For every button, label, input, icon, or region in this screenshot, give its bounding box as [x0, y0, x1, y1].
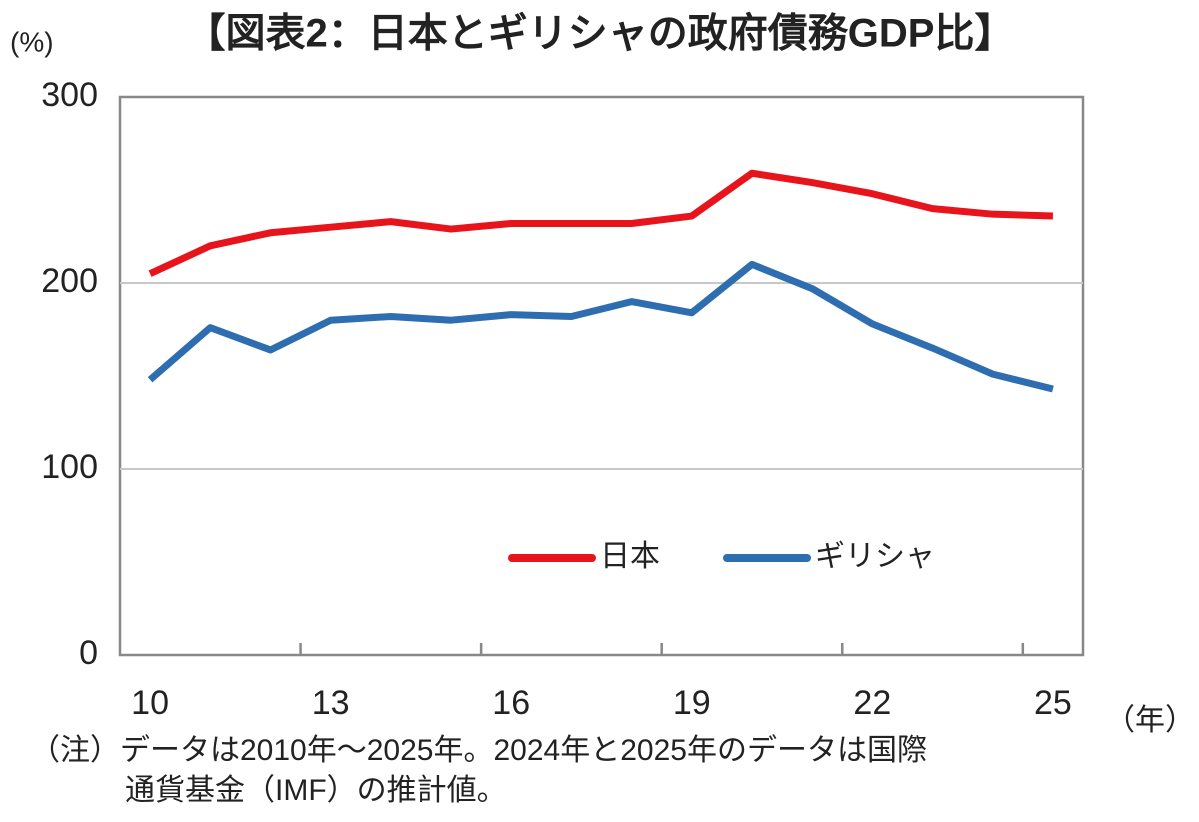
x-tick-label: 22: [853, 684, 891, 722]
legend-label: ギリシャ: [815, 540, 935, 573]
x-tick-label: 10: [131, 684, 169, 722]
y-unit: (%): [10, 26, 54, 57]
series-line: [148, 169, 1054, 277]
plot-frame: [118, 95, 1085, 657]
y-tick-label: 100: [41, 448, 98, 486]
note: 通貨基金（IMF）の推計値。: [125, 774, 507, 807]
y-tick-label: 0: [79, 634, 98, 672]
x-tick-label: 25: [1034, 684, 1072, 722]
y-tick-label: 300: [41, 76, 98, 114]
x-tick-label: 16: [492, 684, 530, 722]
x-tick-label: 19: [673, 684, 711, 722]
chart-title: 【図表2：日本とギリシャの政府債務GDP比】: [186, 12, 1015, 56]
legend-label: 日本: [600, 540, 660, 573]
note: （注）データは2010年～2025年。2024年と2025年のデータは国際: [30, 734, 927, 767]
x-tick-label: 13: [312, 684, 350, 722]
series-line: [147, 260, 1054, 393]
x-unit: （年）: [1105, 704, 1195, 737]
y-tick-label: 200: [41, 262, 98, 300]
